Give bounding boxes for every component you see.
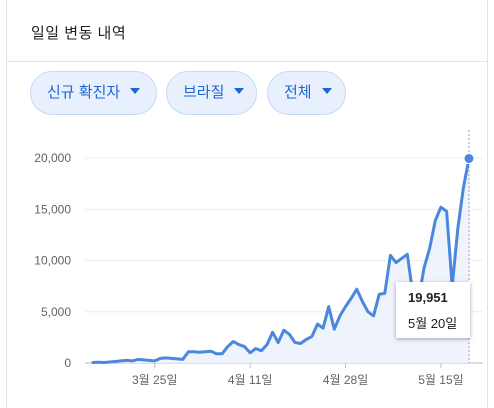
y-axis-ticks: 0 5,000 10,000 15,000 20,000	[34, 151, 71, 370]
card-header: 일일 변동 내역	[7, 0, 487, 62]
series-line	[91, 157, 471, 364]
metric-filter-label: 신규 확진자	[47, 84, 121, 101]
region-filter-chip[interactable]: 전체	[267, 71, 346, 115]
tooltip-date: 5월 20일	[408, 316, 458, 331]
country-filter-label: 브라질	[183, 84, 225, 101]
tooltip-value: 19,951	[408, 290, 448, 305]
metric-filter-chip[interactable]: 신규 확진자	[30, 71, 157, 115]
dropdown-caret-icon	[130, 88, 141, 95]
x-axis-ticks: 3월 25일 4월 11일 4월 28일 5월 15일	[132, 363, 464, 387]
x-tick-label: 4월 28일	[323, 373, 368, 387]
region-filter-label: 전체	[284, 84, 312, 101]
y-tick-label: 5,000	[41, 305, 71, 319]
x-tick-label: 5월 15일	[418, 373, 463, 387]
y-tick-label: 20,000	[34, 151, 71, 165]
y-tick-label: 10,000	[34, 254, 71, 268]
hover-tooltip: 19,951 5월 20일	[396, 282, 470, 338]
x-tick-label: 3월 25일	[132, 373, 177, 387]
dropdown-caret-icon	[234, 88, 245, 95]
card-title: 일일 변동 내역	[31, 25, 127, 42]
country-filter-chip[interactable]: 브라질	[166, 71, 257, 115]
y-tick-label: 15,000	[34, 202, 71, 216]
dropdown-caret-icon	[321, 88, 332, 95]
x-tick-label: 4월 11일	[228, 373, 273, 387]
daily-cases-line-chart[interactable]: 0 5,000 10,000 15,000 20,000 3월 25일 4월 11일 4월 …	[7, 0, 489, 408]
daily-change-card: 일일 변동 내역 신규 확진자 브라질 전체 0 5,000 10,000 15,00…	[6, 0, 488, 408]
highlight-point	[463, 153, 475, 165]
chart-series	[91, 130, 475, 364]
y-tick-label: 0	[64, 356, 71, 370]
